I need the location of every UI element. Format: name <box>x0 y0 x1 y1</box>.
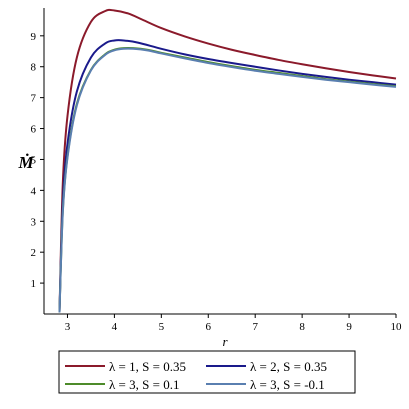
series-group <box>58 8 397 313</box>
series-line-2 <box>58 39 397 313</box>
legend-frame <box>58 350 356 394</box>
legend-label-3: λ = 3, S = 0.1 <box>109 377 179 392</box>
x-tick-label: 9 <box>346 321 352 333</box>
x-tick-label: 4 <box>112 321 118 333</box>
x-axis-title: r <box>222 334 228 349</box>
y-tick-label: 8 <box>31 62 37 74</box>
series-line-4 <box>58 47 397 313</box>
x-tick-label: 10 <box>391 321 403 333</box>
legend-label-2: λ = 2, S = 0.35 <box>250 359 327 374</box>
y-tick-label: 1 <box>31 278 37 290</box>
y-tick-label: 6 <box>31 124 37 136</box>
x-tick-label: 6 <box>206 321 212 333</box>
legend-label-1: λ = 1, S = 0.35 <box>109 359 186 374</box>
x-tick-label: 7 <box>252 321 258 333</box>
x-tick-label: 3 <box>65 321 71 333</box>
y-tick-label: 7 <box>31 93 37 105</box>
y-tick-label: 4 <box>31 185 37 197</box>
axes <box>40 8 397 318</box>
y-tick-label: 9 <box>31 31 37 43</box>
legend: λ = 1, S = 0.35 λ = 2, S = 0.35 λ = 3, S =… <box>58 350 356 394</box>
series-line-1 <box>58 8 397 313</box>
y-tick-label: 2 <box>31 247 37 259</box>
legend-label-4: λ = 3, S = -0.1 <box>250 377 325 392</box>
series-line-3 <box>58 46 397 313</box>
x-tick-label: 8 <box>299 321 305 333</box>
tick-labels: 3 4 5 6 7 8 9 10 1 2 3 4 5 6 7 8 9 <box>31 31 403 333</box>
y-tick-label: 3 <box>31 216 37 228</box>
y-axis-title: Ṁ <box>17 153 34 172</box>
x-tick-label: 5 <box>159 321 165 333</box>
y-tick-label: 5 <box>31 154 37 166</box>
